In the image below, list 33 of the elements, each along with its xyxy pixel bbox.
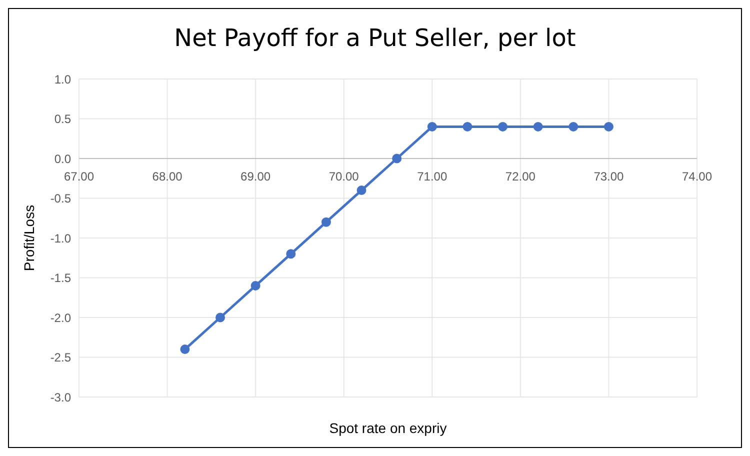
y-tick-label: 0.0 (54, 152, 72, 166)
point (250, 280, 260, 290)
y-tick-label: -1.5 (50, 271, 72, 286)
y-tick-label: 0.5 (54, 112, 72, 126)
point (462, 122, 472, 132)
point (568, 122, 578, 132)
x-tick-label: 67.00 (64, 170, 94, 184)
chart-title: Net Payoff for a Put Seller, per lot (173, 23, 577, 54)
y-tick-label: -2.5 (50, 350, 72, 365)
x-axis-title: Spot rate on expriy (329, 420, 447, 436)
point (356, 186, 366, 196)
y-tick-label: -1.0 (50, 231, 72, 246)
y-axis-title: Profit/Loss (20, 204, 37, 272)
y-tick-label: -3.0 (50, 390, 72, 404)
point (498, 122, 508, 132)
point (286, 249, 296, 259)
x-tick-label: 71.00 (417, 170, 448, 184)
y-tick-label: -0.5 (50, 192, 72, 206)
point (216, 312, 226, 322)
point (392, 154, 402, 164)
x-tick-label: 72.00 (505, 170, 536, 184)
x-tick-label: 68.00 (152, 170, 183, 184)
y-tick-label: -2.0 (50, 310, 72, 325)
point (427, 122, 437, 132)
point (604, 122, 614, 132)
x-tick-label: 70.00 (328, 170, 360, 184)
point (180, 344, 190, 354)
x-tick-label: 69.00 (240, 170, 271, 184)
point (321, 217, 331, 227)
x-tick-label: 74.00 (682, 170, 712, 184)
y-tick-label: 1.0 (54, 72, 72, 86)
point (533, 122, 543, 132)
x-tick-label: 73.00 (594, 170, 624, 184)
